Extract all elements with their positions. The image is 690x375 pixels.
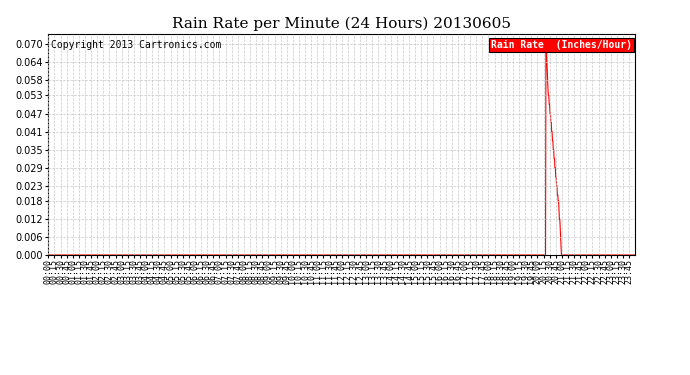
Title: Rain Rate per Minute (24 Hours) 20130605: Rain Rate per Minute (24 Hours) 20130605 [172,17,511,31]
Text: Rain Rate  (Inches/Hour): Rain Rate (Inches/Hour) [491,40,632,50]
Text: Copyright 2013 Cartronics.com: Copyright 2013 Cartronics.com [51,40,221,50]
